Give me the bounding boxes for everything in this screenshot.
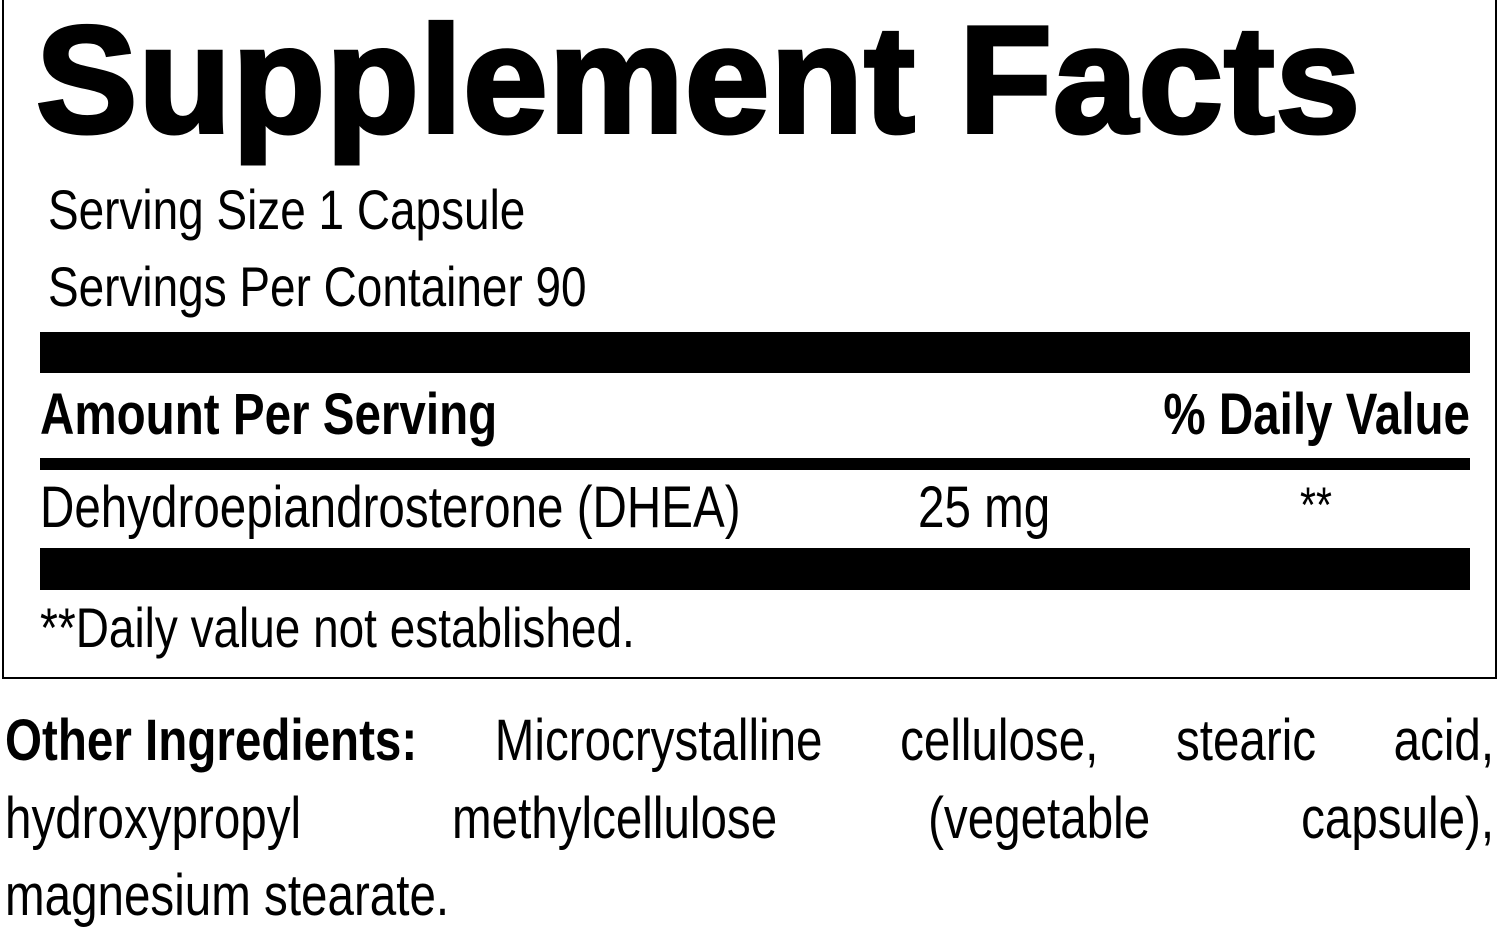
serving-size: Serving Size 1 Capsule — [48, 178, 526, 241]
thick-divider-bottom — [40, 548, 1470, 590]
word: acid, — [1393, 708, 1495, 773]
thick-divider — [40, 332, 1470, 373]
word: stearic — [1175, 708, 1317, 773]
word: hydroxypropyl — [5, 785, 302, 851]
word: cellulose, — [900, 708, 1099, 773]
amount-per-serving-header: Amount Per Serving — [40, 382, 498, 447]
thin-divider — [40, 458, 1470, 470]
supplement-facts-panel — [2, 0, 1497, 679]
ingredient-daily-value: ** — [1300, 477, 1332, 533]
other-ingredients-line-2: hydroxypropyl methylcellulose (vegetable… — [5, 780, 1494, 858]
word: (vegetable — [928, 785, 1151, 851]
ingredient-name: Dehydroepiandrosterone (DHEA) — [40, 475, 741, 540]
word: Microcrystalline — [494, 708, 823, 773]
ingredient-amount: 25 mg — [918, 475, 1051, 540]
word: capsule), — [1301, 785, 1495, 851]
other-ingredients-label: Other Ingredients: — [5, 708, 418, 773]
panel-title: Supplement Facts — [34, 0, 1362, 165]
word: methylcellulose — [452, 785, 778, 851]
other-ingredients-line-1: Other Ingredients: Microcrystalline cell… — [5, 702, 1494, 780]
daily-value-header: % Daily Value — [1163, 382, 1470, 447]
other-ingredients-line-3: magnesium stearate. — [5, 863, 450, 928]
footnote: **Daily value not established. — [40, 596, 635, 659]
other-ingredients: Other Ingredients: Microcrystalline cell… — [5, 702, 1494, 935]
servings-per-container: Servings Per Container 90 — [48, 255, 587, 318]
